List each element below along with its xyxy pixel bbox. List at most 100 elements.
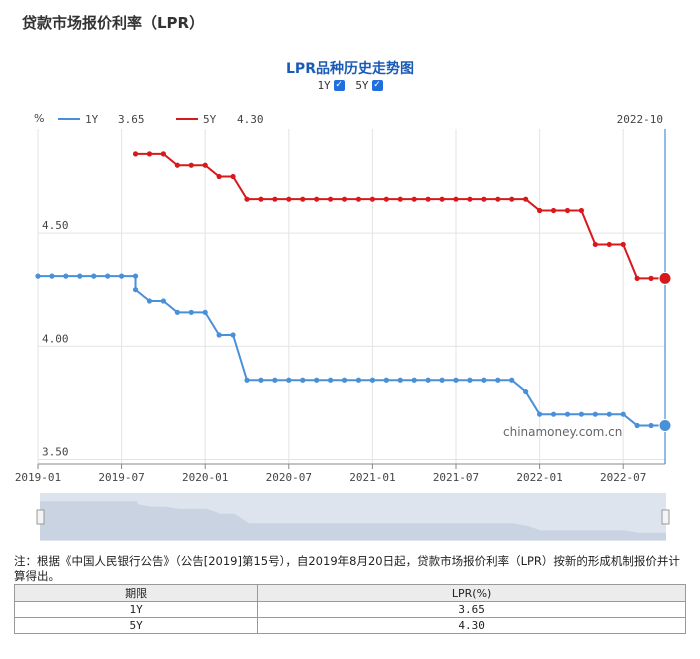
data-point-5y[interactable] [272,196,278,202]
data-point-5y[interactable] [216,173,222,180]
x-tick-label: 2019-01 [15,471,61,484]
data-point-1y[interactable] [105,273,111,279]
data-point-1y[interactable] [272,377,278,383]
data-point-1y[interactable] [620,411,626,417]
checkbox-5y[interactable]: ✓ [371,80,383,91]
data-point-1y[interactable] [369,377,375,383]
data-point-5y[interactable] [509,196,515,202]
data-point-1y[interactable] [355,377,362,383]
data-point-5y[interactable] [146,151,153,157]
data-point-5y[interactable] [578,207,585,214]
toggle-5y[interactable]: 5Y ✓ [355,79,383,92]
data-point-1y[interactable] [564,411,571,417]
data-point-5y[interactable] [244,196,250,202]
data-point-1y[interactable] [63,273,69,279]
data-point-1y[interactable] [49,273,55,279]
lpr-table: 期限 LPR(%) 1Y 3.65 5Y 4.30 [13,584,686,634]
data-point-5y[interactable] [564,207,571,214]
data-point-1y[interactable] [523,388,529,395]
toggle-5y-label: 5Y [355,79,369,92]
data-point-1y[interactable] [397,377,403,383]
data-point-1y[interactable] [453,377,459,383]
data-point-1y[interactable] [300,377,306,383]
data-point-1y[interactable] [230,332,236,338]
data-point-5y[interactable] [537,207,543,214]
data-point-5y[interactable] [550,207,557,214]
data-point-5y[interactable] [453,196,459,202]
data-point-1y[interactable] [648,422,654,429]
data-point-5y[interactable] [397,196,403,202]
data-point-1y[interactable] [425,377,431,383]
data-point-5y[interactable] [314,196,320,202]
data-point-5y[interactable] [411,196,417,202]
data-point-5y[interactable] [341,196,348,202]
data-point-1y[interactable] [341,377,348,383]
data-point-1y[interactable] [411,377,417,383]
range-navigator[interactable] [36,493,670,541]
data-point-1y[interactable] [244,377,250,383]
data-point-1y[interactable] [467,377,473,383]
data-point-1y[interactable] [216,332,222,338]
data-point-1y[interactable] [35,273,41,279]
data-point-5y[interactable] [592,241,598,248]
data-point-1y[interactable] [592,411,598,417]
data-point-1y[interactable] [146,298,153,304]
data-point-1y[interactable] [383,377,389,383]
data-point-1y[interactable] [202,309,208,315]
navigator-handle-right[interactable] [661,509,670,525]
data-point-1y[interactable] [495,377,501,383]
data-point-5y[interactable] [634,275,640,281]
data-point-1y[interactable] [132,273,139,279]
data-point-5y[interactable] [383,196,389,202]
data-point-5y[interactable] [258,196,264,202]
data-point-1y[interactable] [481,377,487,383]
data-point-1y[interactable] [328,377,334,383]
legend-item-5y[interactable]: 5Y 4.30 [176,113,264,126]
data-point-5y[interactable] [132,151,139,157]
checkbox-1y[interactable]: ✓ [333,80,345,91]
data-point-5y[interactable] [523,196,529,202]
data-point-1y[interactable] [606,411,612,417]
data-point-5y[interactable] [425,196,431,202]
data-point-1y[interactable] [188,309,194,315]
data-point-1y[interactable] [119,273,125,279]
data-point-5y[interactable] [202,162,208,168]
data-point-5y[interactable] [160,151,166,157]
data-point-1y[interactable] [160,298,166,304]
data-point-5y[interactable] [439,196,445,202]
data-point-1y[interactable] [439,377,445,383]
data-point-5y[interactable] [369,196,375,202]
data-point-5y[interactable] [328,196,334,202]
data-point-5y[interactable] [174,162,180,168]
data-point-1y[interactable] [578,411,585,417]
data-point-1y[interactable] [258,377,264,383]
data-point-5y[interactable] [230,173,236,180]
data-point-1y[interactable] [550,411,557,417]
data-point-5y[interactable] [467,196,473,202]
data-point-1y[interactable] [634,422,640,429]
x-tick-label: 2020-01 [182,471,228,484]
data-point-1y[interactable] [314,377,320,383]
data-point-5y[interactable] [495,196,501,202]
data-point-5y[interactable] [481,196,487,202]
toggle-1y[interactable]: 1Y ✓ [317,79,345,92]
data-point-1y[interactable] [132,287,139,293]
legend-item-1y[interactable]: 1Y 3.65 [58,113,145,126]
data-point-1y[interactable] [286,377,292,383]
data-point-5y[interactable] [648,275,654,281]
data-point-5y[interactable] [300,196,306,202]
navigator-handle-left[interactable] [36,509,45,525]
data-point-1y[interactable] [174,309,180,315]
data-point-1y[interactable] [77,273,83,279]
data-point-5y[interactable] [188,162,194,168]
data-point-1y[interactable] [537,411,543,417]
data-point-5y[interactable] [286,196,292,202]
series-current-point-1y[interactable] [658,419,672,433]
data-point-5y[interactable] [620,241,626,248]
data-point-1y[interactable] [509,377,515,383]
y-unit-label: % [34,112,44,125]
data-point-5y[interactable] [355,196,362,202]
series-current-point-5y[interactable] [658,271,672,285]
data-point-5y[interactable] [606,241,612,248]
data-point-1y[interactable] [91,273,97,279]
